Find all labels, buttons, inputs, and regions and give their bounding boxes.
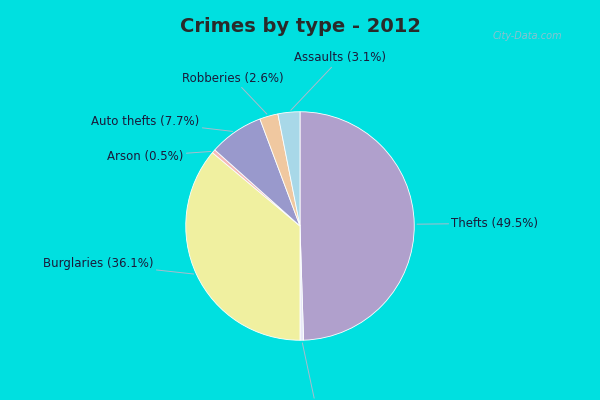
Text: Crimes by type - 2012: Crimes by type - 2012 (179, 16, 421, 36)
Wedge shape (215, 119, 300, 226)
Text: City-Data.com: City-Data.com (493, 31, 562, 41)
Wedge shape (278, 112, 300, 226)
Text: Auto thefts (7.7%): Auto thefts (7.7%) (91, 115, 233, 131)
Text: Burglaries (36.1%): Burglaries (36.1%) (43, 257, 194, 274)
Wedge shape (260, 114, 300, 226)
Text: Assaults (3.1%): Assaults (3.1%) (291, 52, 386, 110)
Text: Thefts (49.5%): Thefts (49.5%) (417, 217, 538, 230)
Text: Robberies (2.6%): Robberies (2.6%) (182, 72, 284, 114)
Text: Rapes (0.5%): Rapes (0.5%) (277, 343, 355, 400)
Wedge shape (300, 112, 414, 340)
Wedge shape (300, 226, 304, 340)
Text: Arson (0.5%): Arson (0.5%) (107, 150, 211, 163)
Wedge shape (186, 153, 300, 340)
Wedge shape (212, 150, 300, 226)
